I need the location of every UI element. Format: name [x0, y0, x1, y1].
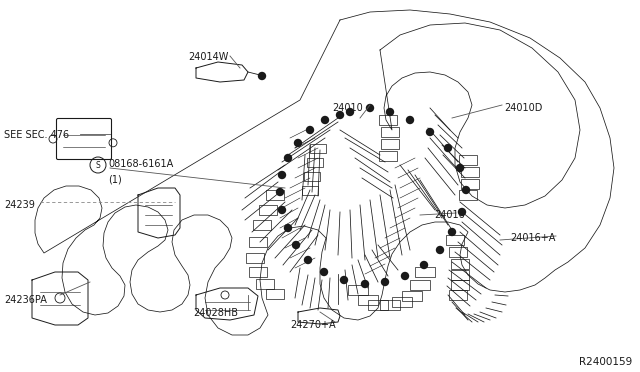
- Circle shape: [259, 73, 266, 80]
- Circle shape: [278, 206, 285, 214]
- Bar: [392, 297, 412, 307]
- Circle shape: [278, 171, 285, 179]
- Circle shape: [426, 128, 433, 135]
- Circle shape: [381, 279, 388, 285]
- Text: 08168-6161A: 08168-6161A: [108, 159, 173, 169]
- Bar: [368, 300, 388, 310]
- Text: 24016+A: 24016+A: [510, 233, 556, 243]
- Circle shape: [294, 140, 301, 147]
- Bar: [266, 289, 284, 299]
- Bar: [379, 115, 397, 125]
- Circle shape: [367, 105, 374, 112]
- Circle shape: [449, 228, 456, 235]
- Circle shape: [337, 112, 344, 119]
- Bar: [449, 247, 467, 257]
- Bar: [415, 267, 435, 277]
- Circle shape: [362, 280, 369, 288]
- Circle shape: [436, 247, 444, 253]
- Text: S: S: [95, 161, 100, 170]
- Circle shape: [346, 109, 353, 115]
- Bar: [379, 151, 397, 161]
- Circle shape: [445, 144, 451, 151]
- Bar: [451, 270, 469, 280]
- Bar: [451, 259, 469, 269]
- Text: 24016: 24016: [434, 210, 465, 220]
- Bar: [459, 155, 477, 165]
- Bar: [253, 220, 271, 230]
- Text: SEE SEC. 476: SEE SEC. 476: [4, 130, 69, 140]
- Bar: [381, 127, 399, 137]
- Circle shape: [292, 241, 300, 248]
- Bar: [449, 290, 467, 300]
- Circle shape: [321, 116, 328, 124]
- Bar: [459, 190, 477, 200]
- Text: 24014W: 24014W: [188, 52, 228, 62]
- Circle shape: [401, 273, 408, 279]
- Circle shape: [387, 109, 394, 115]
- Text: 24236PA: 24236PA: [4, 295, 47, 305]
- Bar: [461, 179, 479, 189]
- Bar: [380, 300, 400, 310]
- Bar: [402, 291, 422, 301]
- Circle shape: [456, 164, 463, 171]
- Bar: [348, 285, 368, 295]
- Text: (1): (1): [108, 175, 122, 185]
- Bar: [302, 186, 318, 195]
- Bar: [446, 235, 464, 245]
- Circle shape: [285, 224, 291, 231]
- Bar: [249, 237, 267, 247]
- Bar: [381, 139, 399, 149]
- Bar: [307, 157, 323, 167]
- Bar: [358, 295, 378, 305]
- Text: R2400159: R2400159: [579, 357, 632, 367]
- Bar: [310, 144, 326, 153]
- Circle shape: [276, 189, 284, 196]
- Circle shape: [420, 262, 428, 269]
- Circle shape: [463, 186, 470, 193]
- Circle shape: [305, 257, 312, 263]
- Circle shape: [321, 269, 328, 276]
- Circle shape: [307, 126, 314, 134]
- Bar: [451, 280, 469, 290]
- Bar: [256, 279, 274, 289]
- Text: 24270+A: 24270+A: [290, 320, 335, 330]
- Text: 24010: 24010: [332, 103, 363, 113]
- Bar: [304, 171, 320, 180]
- Circle shape: [340, 276, 348, 283]
- Bar: [410, 280, 430, 290]
- Text: 24239: 24239: [4, 200, 35, 210]
- Bar: [249, 267, 267, 277]
- Text: 24010D: 24010D: [504, 103, 542, 113]
- Circle shape: [406, 116, 413, 124]
- Bar: [266, 190, 284, 200]
- Bar: [259, 205, 277, 215]
- Circle shape: [285, 154, 291, 161]
- Bar: [246, 253, 264, 263]
- Bar: [461, 167, 479, 177]
- Text: 24028HB: 24028HB: [193, 308, 238, 318]
- Circle shape: [458, 208, 465, 215]
